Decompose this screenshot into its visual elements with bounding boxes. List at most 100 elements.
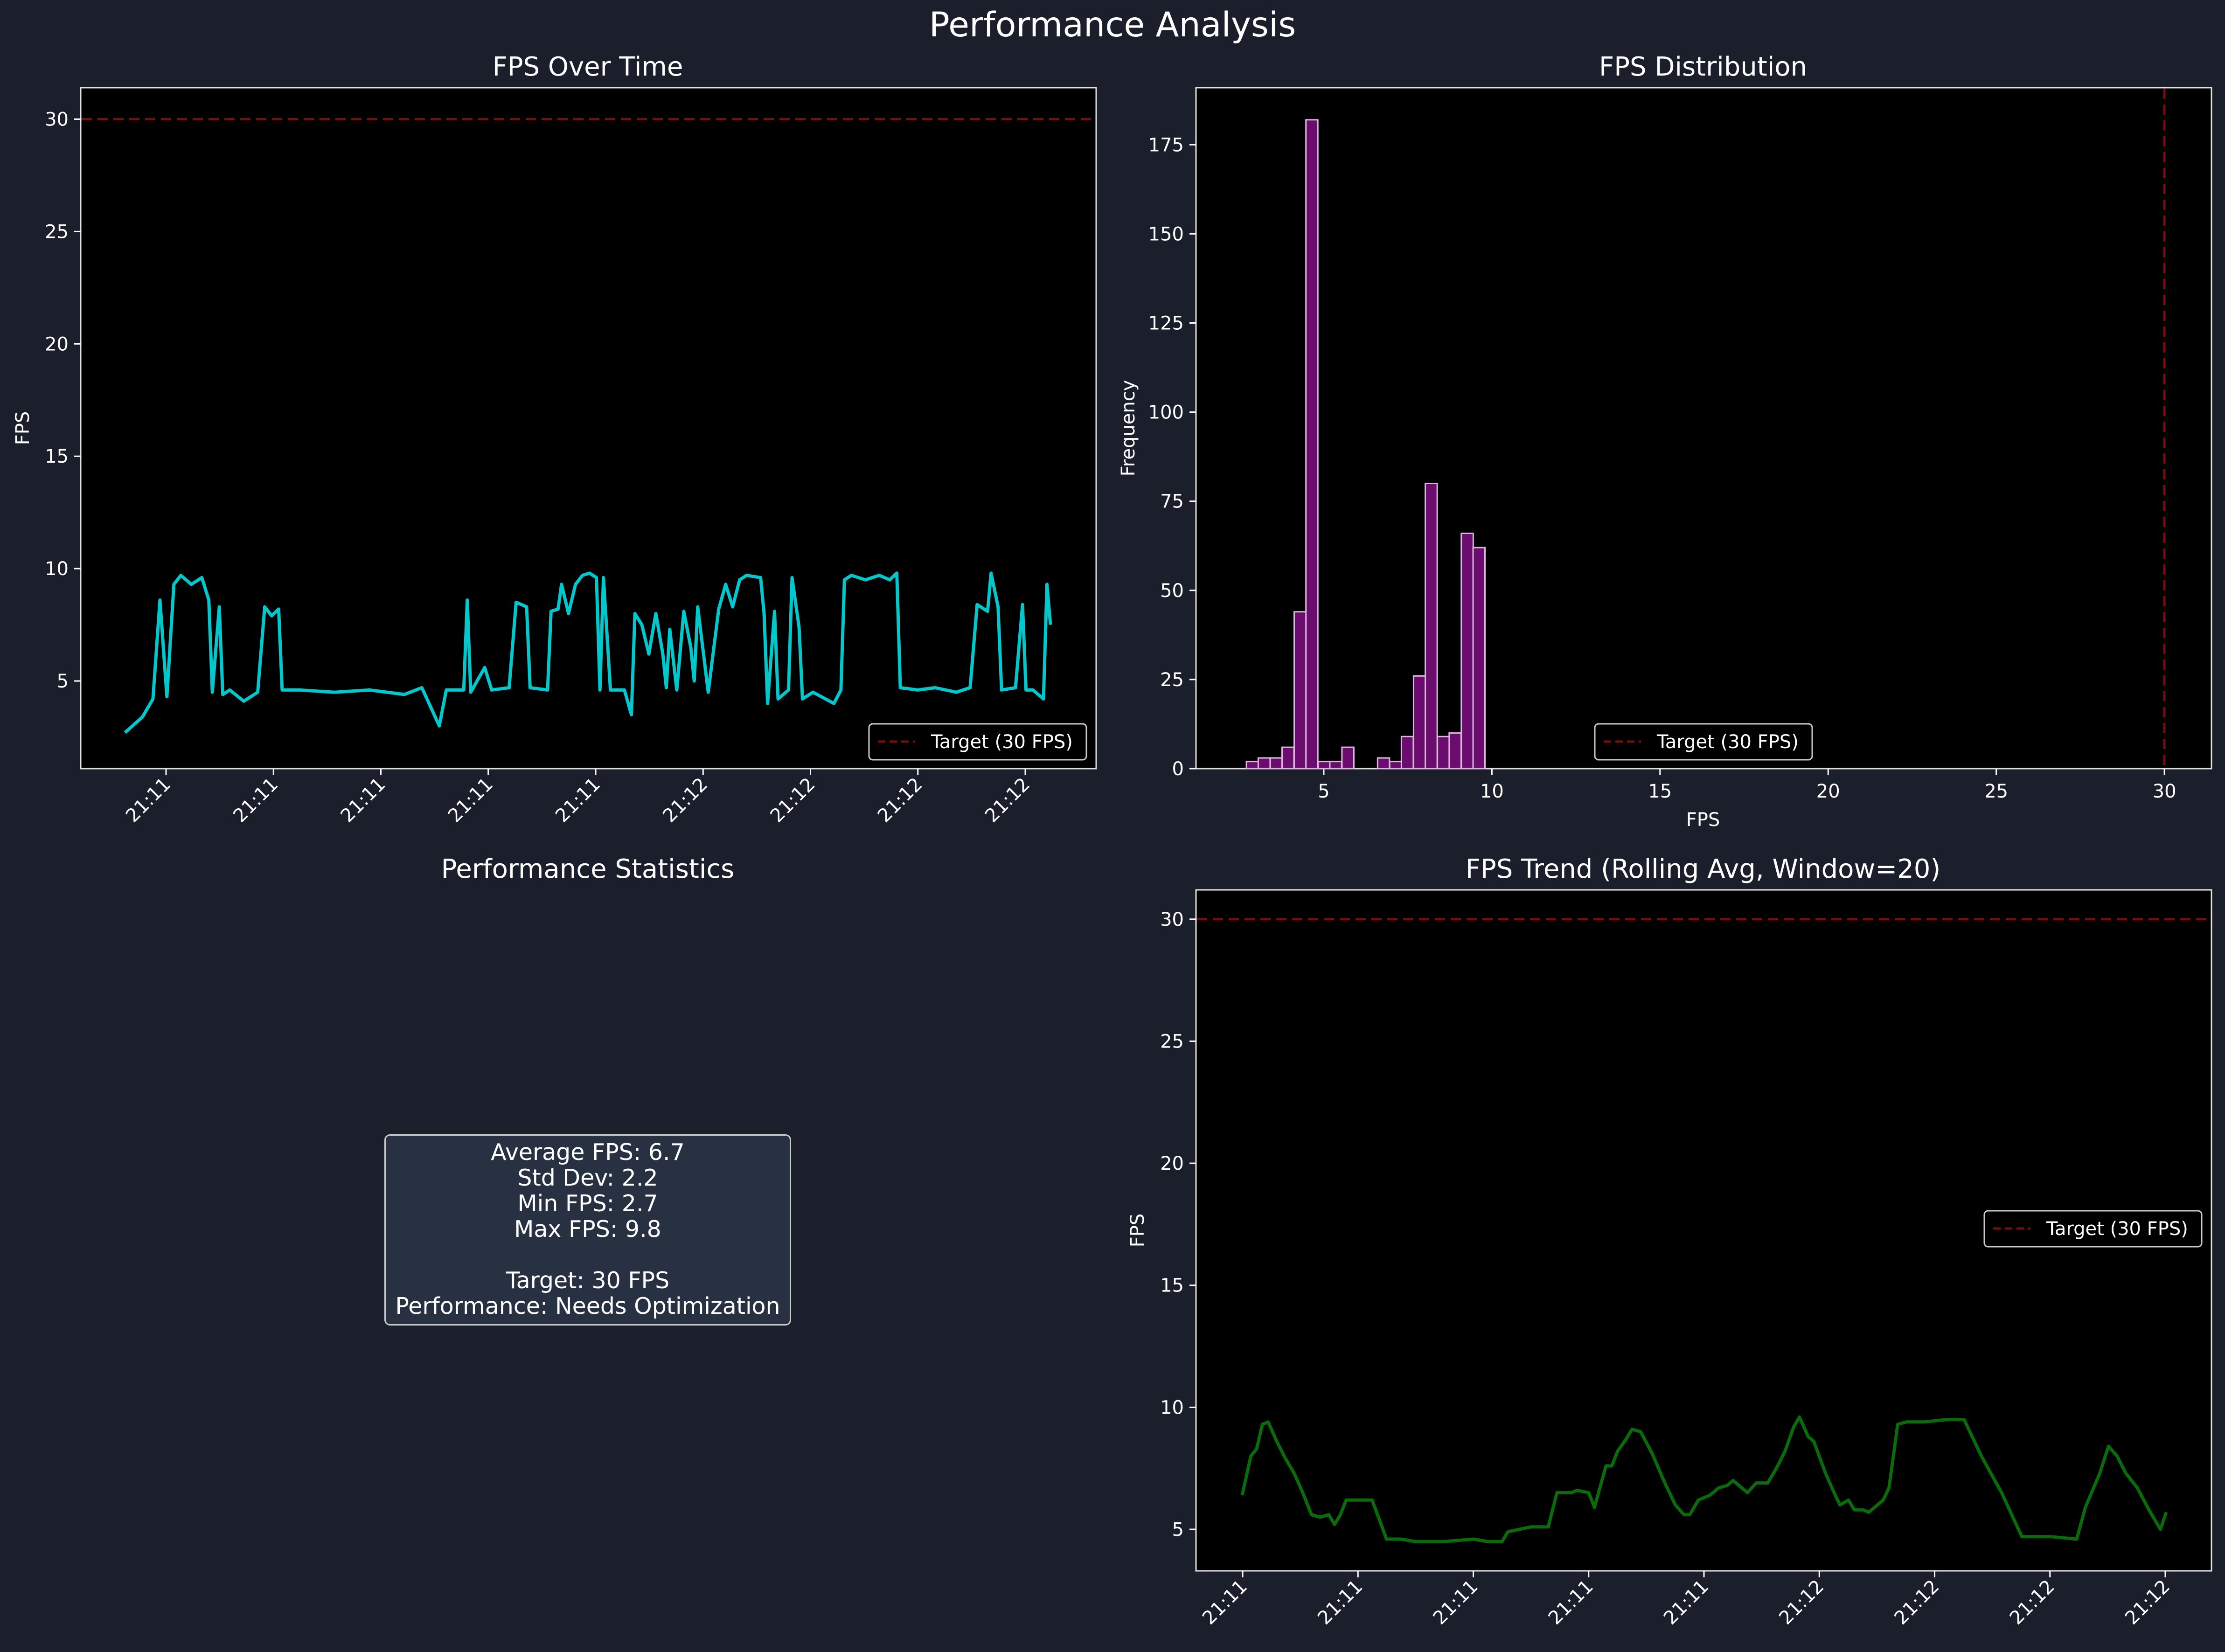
histogram-bar <box>1448 732 1462 770</box>
x-tick-label: 21:12 <box>2121 1576 2174 1629</box>
legend-box <box>868 723 1087 761</box>
legend-target-label: Target (30 FPS) <box>931 731 1073 753</box>
histogram-bar <box>1460 533 1474 770</box>
y-tick-label: 10 <box>45 558 69 580</box>
x-tick-label: 21:12 <box>1775 1576 1828 1629</box>
x-tick-label: 21:11 <box>1660 1576 1713 1629</box>
fps-over-time-axes <box>80 87 1097 770</box>
y-tick-label: 75 <box>1160 491 1184 513</box>
fps-over-time-y-label: FPS <box>12 411 34 445</box>
fps-trend-y-label: FPS <box>1127 1214 1148 1248</box>
histogram-bar <box>1425 483 1438 770</box>
x-tick-label: 21:11 <box>444 774 497 827</box>
stat-max-fps: Max FPS: 9.8 <box>514 1216 661 1242</box>
stat-performance: Performance: Needs Optimization <box>395 1293 780 1319</box>
legend-target-label: Target (30 FPS) <box>2046 1218 2188 1240</box>
histogram-bar <box>1317 761 1331 770</box>
x-tick-label: 30 <box>2153 781 2176 802</box>
histogram-bar <box>1472 547 1486 770</box>
y-tick-label: 30 <box>1160 909 1184 930</box>
legend-box <box>1594 723 1813 761</box>
y-tick-label: 175 <box>1148 134 1184 156</box>
x-tick-label: 21:11 <box>122 774 175 827</box>
histogram-bar <box>1305 119 1319 770</box>
histogram-bar <box>1389 761 1403 770</box>
x-tick-label: 25 <box>1984 781 2008 802</box>
x-tick-label: 21:12 <box>2006 1576 2059 1629</box>
y-tick-label: 25 <box>45 221 69 243</box>
histogram-bar <box>1293 611 1307 770</box>
x-tick-label: 21:11 <box>1198 1576 1252 1629</box>
y-tick-label: 25 <box>1160 669 1184 691</box>
y-tick-label: 0 <box>1172 758 1184 780</box>
histogram-bar <box>1257 757 1271 770</box>
y-tick-label: 20 <box>45 333 69 355</box>
fps-distribution-legend: Target (30 FPS) <box>1594 723 1813 761</box>
fps-distribution-y-ticks: 0 25 50 75 100 125 150 175 <box>1148 134 1196 780</box>
fps-trend-x-ticks: 21:11 21:11 21:11 21:11 21:11 21:12 21:12 21:12… <box>1198 1571 2174 1629</box>
x-tick-label: 21:11 <box>229 774 282 827</box>
fps-trend-series-line <box>1240 1415 2168 1543</box>
histogram-bar <box>1329 761 1342 770</box>
x-tick-label: 5 <box>1318 781 1329 802</box>
stat-min-fps: Min FPS: 2.7 <box>517 1190 658 1217</box>
fps-distribution-title: FPS Distribution <box>1599 52 1807 82</box>
x-tick-label: 21:12 <box>766 774 820 827</box>
x-tick-label: 21:11 <box>551 774 605 827</box>
y-tick-label: 100 <box>1148 402 1184 423</box>
histogram-bar <box>1377 757 1391 770</box>
y-tick-label: 25 <box>1160 1031 1184 1052</box>
stats-box: Average FPS: 6.7 Std Dev: 2.2 Min FPS: 2… <box>384 1134 791 1326</box>
fps-over-time-x-ticks: 21:11 21:11 21:11 21:11 21:11 21:12 21:12 21:12… <box>122 769 1034 827</box>
y-tick-label: 5 <box>57 671 69 692</box>
histogram-bar <box>1412 675 1426 770</box>
legend-box <box>1983 1210 2203 1248</box>
fps-trend-y-ticks: 5 10 15 20 25 30 <box>1160 909 1196 1541</box>
x-tick-label: 21:11 <box>1429 1576 1482 1629</box>
x-tick-label: 21:12 <box>874 774 927 827</box>
fps-trend-title: FPS Trend (Rolling Avg, Window=20) <box>1466 854 1941 884</box>
y-tick-label: 125 <box>1148 313 1184 334</box>
figure-title: Performance Analysis <box>929 5 1296 45</box>
stat-std-dev: Std Dev: 2.2 <box>517 1165 658 1191</box>
x-tick-label: 21:12 <box>981 774 1034 827</box>
histogram-bar <box>1281 746 1295 770</box>
fps-distribution-x-label: FPS <box>1686 809 1720 831</box>
fps-distribution-y-label: Frequency <box>1118 380 1139 477</box>
y-tick-label: 5 <box>1172 1519 1184 1541</box>
y-tick-label: 15 <box>1160 1275 1184 1297</box>
y-tick-label: 50 <box>1160 580 1184 602</box>
x-tick-label: 10 <box>1480 781 1504 802</box>
x-tick-label: 20 <box>1816 781 1840 802</box>
fps-trend-legend: Target (30 FPS) <box>1983 1210 2203 1248</box>
histogram-bar <box>1341 746 1355 770</box>
stats-panel-title: Performance Statistics <box>441 854 735 884</box>
y-tick-label: 10 <box>1160 1397 1184 1418</box>
fps-distribution-axes <box>1195 87 2212 770</box>
y-tick-label: 20 <box>1160 1153 1184 1174</box>
legend-target-label: Target (30 FPS) <box>1656 731 1799 753</box>
stat-target: Target: 30 FPS <box>506 1267 670 1294</box>
stat-spacer <box>386 1242 790 1268</box>
stat-average-fps: Average FPS: 6.7 <box>491 1139 685 1166</box>
fps-over-time-title: FPS Over Time <box>493 52 683 82</box>
histogram-bar <box>1245 761 1259 770</box>
x-tick-label: 21:11 <box>1314 1576 1367 1629</box>
y-tick-label: 150 <box>1148 223 1184 245</box>
fps-distribution-x-ticks: 5 10 15 20 25 30 <box>1318 769 2176 802</box>
fps-over-time-y-ticks: 5 10 15 20 25 30 <box>45 109 81 692</box>
y-tick-label: 30 <box>45 109 69 130</box>
x-tick-label: 21:12 <box>1891 1576 1944 1629</box>
x-tick-label: 21:11 <box>337 774 390 827</box>
x-tick-label: 21:11 <box>1544 1576 1598 1629</box>
histogram-bar <box>1269 757 1283 770</box>
y-tick-label: 15 <box>45 446 69 467</box>
x-tick-label: 21:12 <box>659 774 712 827</box>
fps-distribution-panel: FPS Distribution 0 25 50 75 100 125 150 175 5 10… <box>1118 52 2212 831</box>
fps-over-time-legend: Target (30 FPS) <box>868 723 1087 761</box>
histogram-bar <box>1437 736 1450 770</box>
fps-trend-panel: FPS Trend (Rolling Avg, Window=20) 5 10 15… <box>1127 854 2212 1629</box>
fps-over-time-series-line <box>124 571 1052 734</box>
